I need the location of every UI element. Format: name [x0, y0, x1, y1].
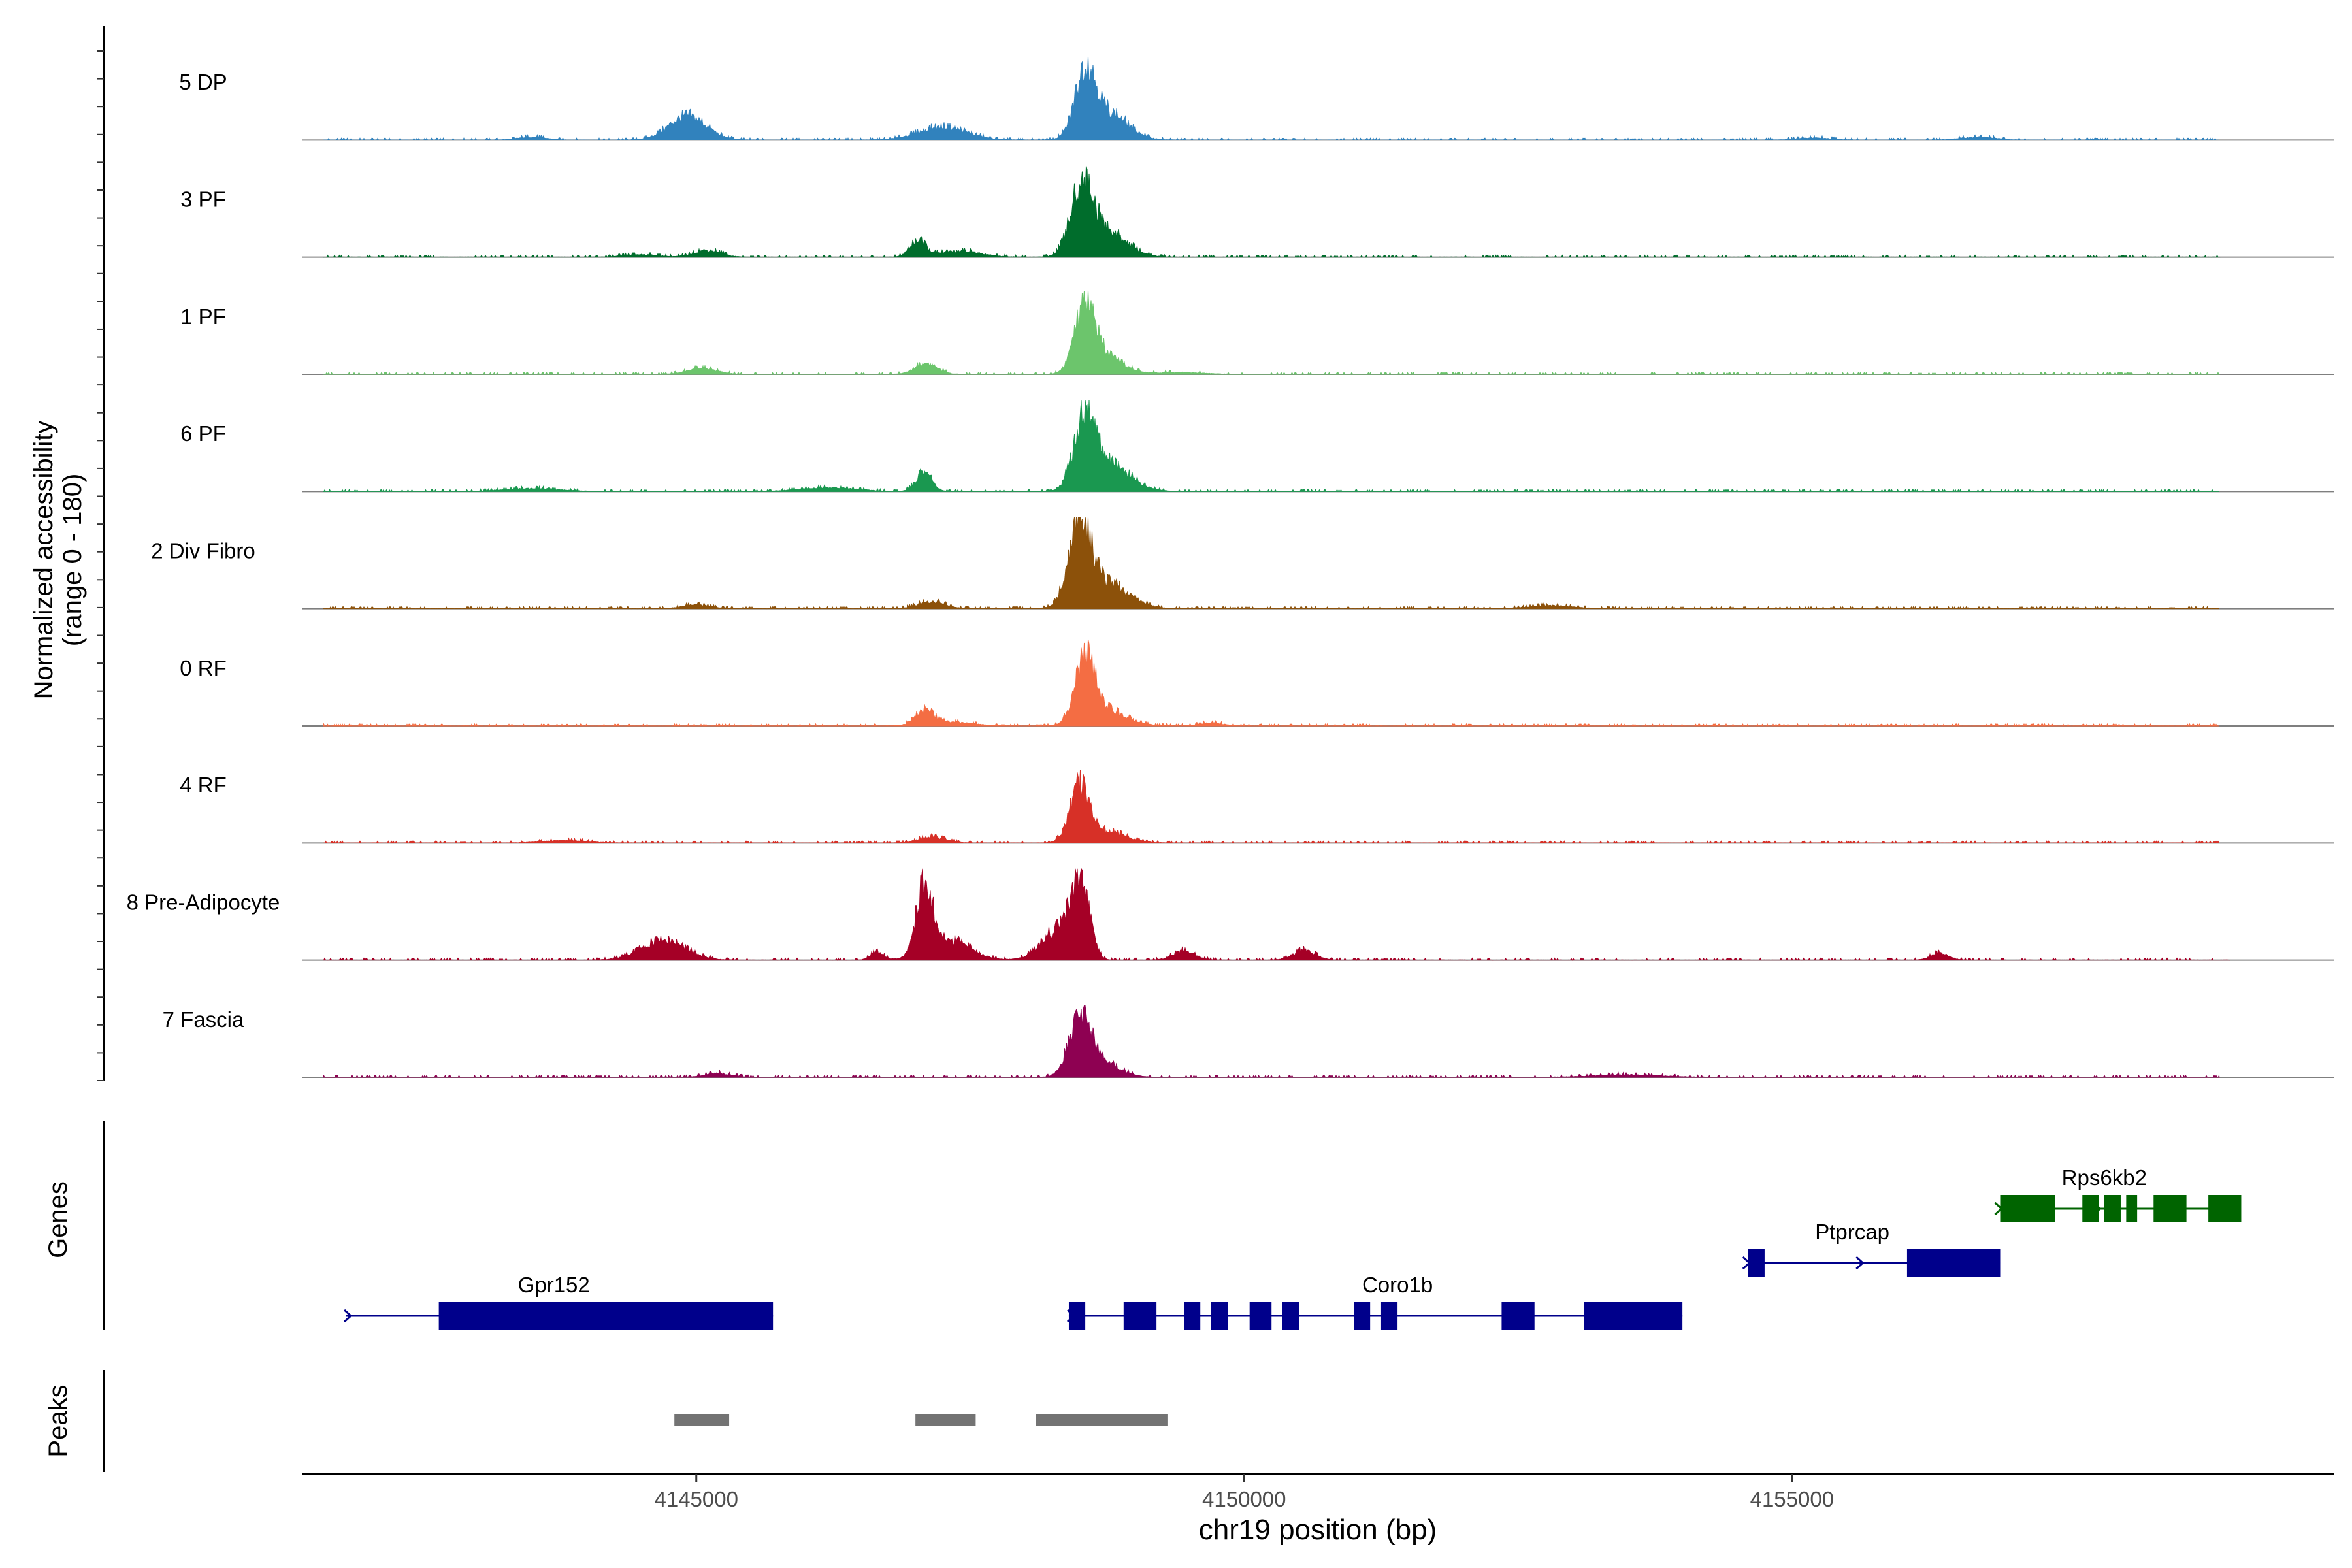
ylabel-line1: Normalized accessibility: [29, 421, 58, 700]
track-8-pre-adipocyte: 8 Pre-Adipocyte: [127, 868, 2334, 961]
coverage-area: [323, 770, 2221, 844]
accessibility-ylabel: Normalized accessibility (range 0 - 180): [29, 421, 87, 700]
track-label: 5 DP: [179, 70, 227, 94]
exon: [1748, 1249, 1765, 1277]
exon: [1249, 1302, 1272, 1330]
x-tick-label: 4150000: [1202, 1487, 1286, 1511]
peak-region: [1036, 1414, 1168, 1426]
peak-regions: [674, 1414, 1168, 1426]
exon: [2000, 1195, 2055, 1222]
track-2-div-fibro: 2 Div Fibro: [151, 517, 2334, 610]
coverage-area: [323, 517, 2220, 610]
exon: [1906, 1249, 2001, 1277]
gene-ptprcap: Ptprcap: [1742, 1220, 2001, 1277]
gene-label: Rps6kb2: [2062, 1166, 2147, 1190]
exon: [2208, 1195, 2242, 1222]
genes-panel-label: Genes: [44, 1181, 73, 1258]
strand-arrow: [344, 1309, 353, 1323]
coverage-area: [323, 56, 2219, 141]
track-label: 6 PF: [180, 421, 226, 446]
x-axis-label: chr19 position (bp): [1199, 1514, 1437, 1546]
exon: [2082, 1195, 2099, 1222]
track-3-pf: 3 PF: [180, 165, 2334, 258]
coverage-area: [323, 868, 2230, 961]
track-label: 0 RF: [180, 656, 227, 680]
exon: [1584, 1302, 1683, 1330]
track-6-pf: 6 PF: [180, 400, 2334, 493]
strand-arrow: [1855, 1256, 1865, 1270]
exon: [1184, 1302, 1201, 1330]
coverage-area: [323, 290, 2221, 376]
exon: [2153, 1195, 2187, 1222]
peaks-panel-label: Peaks: [44, 1384, 73, 1457]
x-axis-ticks: 4145000 4150000 4155000: [655, 1474, 1834, 1511]
peak-region: [915, 1414, 976, 1426]
gene-label: Ptprcap: [1815, 1220, 1889, 1244]
exon: [438, 1302, 774, 1330]
track-label: 3 PF: [180, 188, 226, 212]
gene-label: Coro1b: [1362, 1273, 1433, 1297]
track-label: 2 Div Fibro: [151, 539, 255, 563]
coverage-area: [323, 639, 2220, 727]
gene-rps6kb2: Rps6kb2: [1994, 1166, 2242, 1222]
accessibility-tracks: 5 DP 3 PF 1 PF 6 PF 2 Div Fibro 0 RF 4 RF 8 Pre…: [127, 56, 2334, 1079]
exon: [1354, 1302, 1371, 1330]
gene-label: Gpr152: [518, 1273, 590, 1297]
exon: [2126, 1195, 2138, 1222]
track-5-dp: 5 DP: [179, 56, 2334, 141]
peak-region: [674, 1414, 730, 1426]
coverage-area: [323, 165, 2221, 258]
track-7-fascia: 7 Fascia: [163, 1005, 2334, 1079]
exon: [2104, 1195, 2121, 1222]
track-0-rf: 0 RF: [180, 639, 2334, 727]
gene-models: Gpr152 Coro1b Ptprcap Rps6kb2: [344, 1166, 2242, 1330]
exon: [1501, 1302, 1535, 1330]
track-label: 4 RF: [180, 773, 227, 797]
x-tick-label: 4145000: [655, 1487, 738, 1511]
track-label: 1 PF: [180, 304, 226, 329]
coverage-area: [323, 1005, 2220, 1079]
track-1-pf: 1 PF: [180, 290, 2334, 376]
accessibility-y-axis: [97, 26, 105, 1081]
exon: [1068, 1302, 1086, 1330]
exon: [1282, 1302, 1299, 1330]
x-tick-label: 4155000: [1750, 1487, 1834, 1511]
ylabel-line2: (range 0 - 180): [58, 474, 87, 647]
exon: [1123, 1302, 1157, 1330]
track-4-rf: 4 RF: [180, 770, 2334, 844]
gene-coro1b: Coro1b: [1066, 1273, 1683, 1330]
coverage-area: [323, 400, 2220, 493]
exon: [1380, 1302, 1398, 1330]
track-label: 7 Fascia: [163, 1007, 244, 1032]
track-label: 8 Pre-Adipocyte: [127, 890, 280, 915]
gene-gpr152: Gpr152: [344, 1273, 774, 1330]
exon: [1211, 1302, 1228, 1330]
